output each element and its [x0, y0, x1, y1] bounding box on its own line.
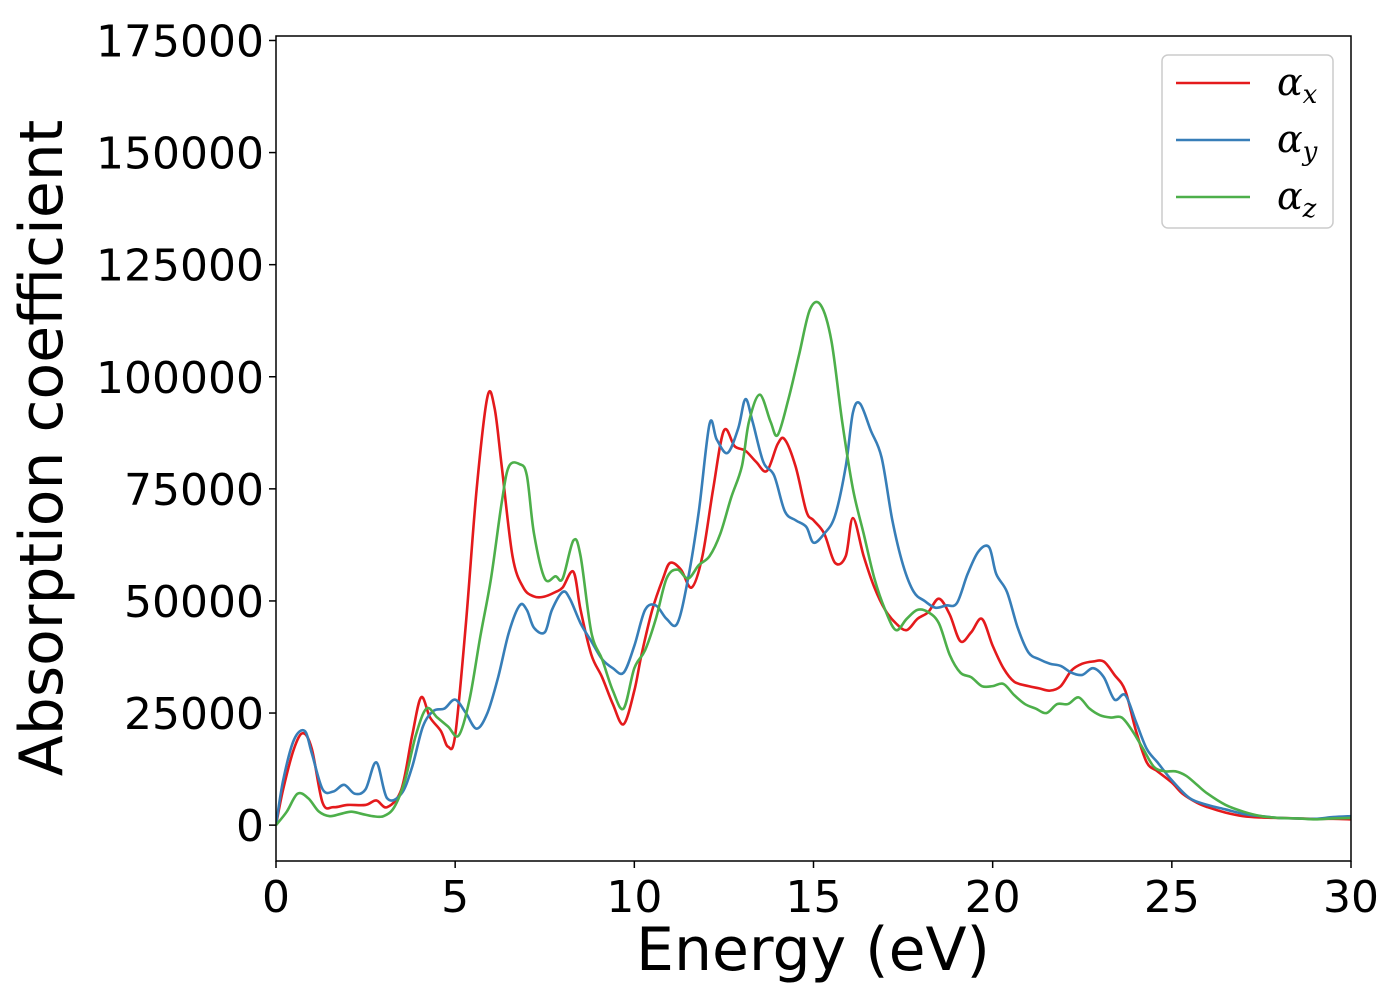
x-tick-label: 0: [262, 872, 290, 923]
x-tick-label: 15: [786, 872, 842, 923]
series-layer: [276, 300, 1351, 826]
x-axis-ticks: 0 5 10 15 20 25 30: [262, 861, 1379, 923]
legend-label-alpha-z: αz: [1277, 174, 1317, 224]
x-axis-title: Energy (eV): [636, 915, 990, 985]
y-tick-label: 125000: [96, 241, 264, 292]
x-tick-label: 30: [1323, 872, 1379, 923]
legend-subscript: y: [1302, 137, 1318, 167]
legend-subscript: x: [1303, 80, 1318, 110]
legend-symbol: α: [1277, 117, 1303, 161]
y-tick-label: 75000: [124, 465, 264, 516]
legend-box: [1161, 54, 1334, 229]
x-tick-label: 10: [606, 872, 662, 923]
y-tick-label: 150000: [96, 129, 264, 180]
series-line-alpha-y: [276, 397, 1351, 826]
y-tick-label: 25000: [124, 689, 264, 740]
x-tick-label: 5: [441, 872, 469, 923]
y-tick-label: 50000: [124, 577, 264, 628]
series-line-alpha-z: [276, 300, 1351, 826]
y-tick-label: 175000: [96, 16, 264, 67]
legend-label-alpha-x: αx: [1277, 60, 1318, 110]
y-axis-title: Absorption coefficient: [7, 120, 77, 777]
series-line-alpha-x: [276, 390, 1351, 826]
legend-symbol: α: [1277, 60, 1303, 104]
legend-label-alpha-y: αy: [1277, 117, 1318, 167]
legend-subscript: z: [1302, 194, 1317, 224]
y-tick-label: 100000: [96, 353, 264, 404]
legend-symbol: α: [1277, 174, 1303, 218]
x-tick-label: 25: [1144, 872, 1200, 923]
x-tick-label: 20: [965, 872, 1021, 923]
y-axis-ticks: 0 25000 50000 75000 100000 125000 150000 175000: [96, 16, 276, 852]
y-tick-label: 0: [236, 801, 264, 852]
